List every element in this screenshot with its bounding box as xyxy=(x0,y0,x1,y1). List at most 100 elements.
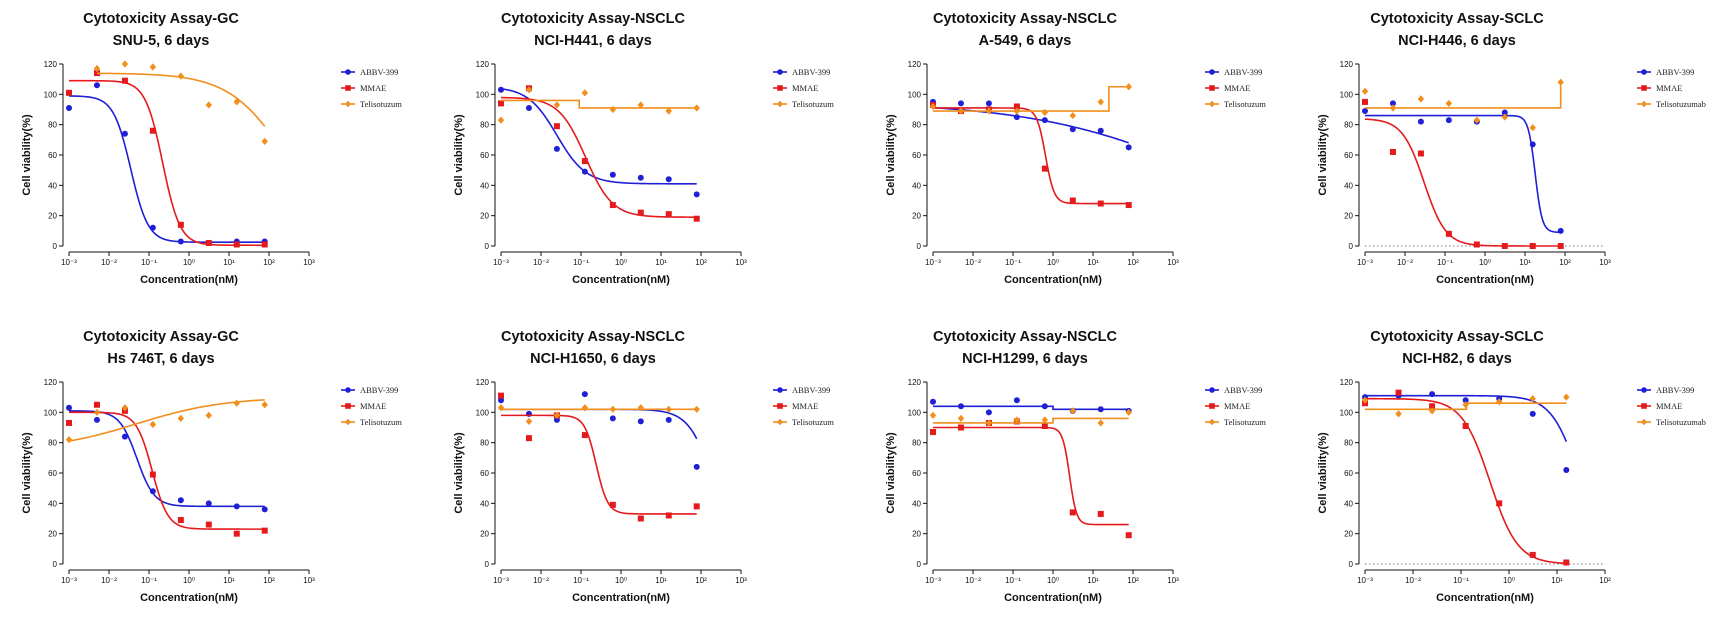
y-axis-label: Cell viability(%) xyxy=(885,432,897,514)
data-point-telisotuzum xyxy=(525,86,533,94)
data-point-abbv-399 xyxy=(665,416,672,423)
x-tick-label: 10⁻² xyxy=(101,576,117,585)
data-point-mmae xyxy=(177,221,184,228)
x-tick-label: 10⁰ xyxy=(1503,576,1515,585)
fit-curve-abbv-399 xyxy=(500,87,697,185)
y-tick-label: 0 xyxy=(53,242,58,251)
y-tick-label: 0 xyxy=(1349,242,1354,251)
data-point-telisotuzum xyxy=(665,107,672,115)
data-point-abbv-399 xyxy=(205,500,212,507)
fit-curve-telisotuzum xyxy=(933,85,1129,112)
data-point-telisotuzum xyxy=(149,63,157,71)
fit-curve-mmae xyxy=(933,107,1129,205)
data-point-telisotuzum xyxy=(609,105,617,114)
data-point-mmae xyxy=(930,429,936,436)
y-tick-label: 20 xyxy=(912,212,921,221)
y-tick-label: 0 xyxy=(1349,560,1354,569)
legend-label: MMAE xyxy=(1224,83,1250,93)
y-tick-label: 100 xyxy=(908,90,922,99)
data-point-mmae xyxy=(261,527,268,534)
data-point-telisotuzumab xyxy=(1501,113,1508,121)
data-point-telisotuzumab xyxy=(1389,104,1397,112)
chart-svg: 0 20 40 60 80 100 120 10⁻³ 10⁻² 10⁻¹ 10⁰ 10¹ 10² Conc… xyxy=(1317,378,1706,604)
chart-subtitle: NCI-H441, 6 days xyxy=(534,33,652,49)
fit-curve-mmae xyxy=(933,426,1129,526)
y-tick-label: 40 xyxy=(480,499,489,508)
data-point-mmae xyxy=(609,501,616,508)
fit-curve-abbv-399 xyxy=(932,106,1129,144)
data-point-mmae xyxy=(498,392,504,399)
chart-panel-7: Cytotoxicity Assay-NSCLC NCI-H1299, 6 day… xyxy=(870,318,1302,636)
chart-subtitle: A-549, 6 days xyxy=(978,33,1072,49)
x-tick-label: 10² xyxy=(1599,576,1611,585)
chart-title: Cytotoxicity Assay-GC xyxy=(83,329,239,345)
data-point-telisotuzum xyxy=(149,420,157,429)
data-point-abbv-399 xyxy=(985,100,992,107)
x-tick-label: 10² xyxy=(695,576,707,585)
chart-panel-2: Cytotoxicity Assay-NSCLC NCI-H441, 6 days… xyxy=(438,0,870,318)
data-point-abbv-399 xyxy=(1462,397,1469,404)
x-tick-label: 10¹ xyxy=(1087,576,1099,585)
x-tick-label: 10⁰ xyxy=(615,576,627,585)
x-tick-label: 10⁻² xyxy=(1397,258,1413,267)
x-tick-label: 10² xyxy=(263,576,275,585)
y-axis-label: Cell viability(%) xyxy=(453,114,465,196)
data-point-telisotuzum xyxy=(929,411,937,419)
data-point-abbv-399 xyxy=(693,463,700,470)
x-tick-label: 10¹ xyxy=(655,576,667,585)
fit-curve-mmae xyxy=(69,411,265,530)
data-point-telisotuzum xyxy=(957,414,965,422)
y-tick-label: 40 xyxy=(48,499,57,508)
legend-marker xyxy=(1641,85,1647,91)
legend-marker xyxy=(1641,418,1647,426)
data-point-abbv-399 xyxy=(1557,227,1564,234)
data-point-mmae xyxy=(498,100,504,107)
data-point-telisotuzumab xyxy=(1563,393,1570,401)
chart-svg: 0 20 40 60 80 100 120 10⁻³ 10⁻² 10⁻¹ 10⁰ 10¹ 10² 10³ C… xyxy=(1317,60,1706,286)
y-tick-label: 40 xyxy=(480,181,489,190)
x-tick-label: 10⁻² xyxy=(1405,576,1421,585)
data-point-telisotuzum xyxy=(1097,419,1104,427)
y-tick-label: 60 xyxy=(48,469,57,478)
data-point-mmae xyxy=(581,158,588,165)
y-tick-label: 40 xyxy=(1344,499,1353,508)
data-point-mmae xyxy=(1069,197,1076,204)
y-tick-label: 80 xyxy=(1344,439,1353,448)
x-tick-label: 10¹ xyxy=(1087,258,1099,267)
y-tick-label: 100 xyxy=(1340,90,1354,99)
y-tick-label: 120 xyxy=(1340,60,1354,69)
data-point-telisotuzumab xyxy=(1462,401,1469,409)
y-tick-label: 20 xyxy=(480,212,489,221)
data-point-telisotuzum xyxy=(121,60,129,68)
y-tick-label: 100 xyxy=(44,408,58,417)
data-point-mmae xyxy=(1529,243,1536,249)
data-point-telisotuzum xyxy=(581,89,589,97)
data-point-telisotuzum xyxy=(665,405,672,413)
data-point-abbv-399 xyxy=(66,404,72,411)
x-tick-label: 10³ xyxy=(735,258,747,267)
y-tick-label: 20 xyxy=(1344,530,1353,539)
fit-curve-abbv-399 xyxy=(68,95,265,244)
data-point-telisotuzum xyxy=(497,116,505,124)
legend-label: ABBV-399 xyxy=(1224,385,1262,395)
y-tick-label: 120 xyxy=(908,378,922,387)
legend-marker xyxy=(1641,403,1647,409)
data-point-mmae xyxy=(1097,200,1104,207)
legend-marker xyxy=(1209,69,1215,75)
x-tick-label: 10³ xyxy=(1167,258,1179,267)
data-point-telisotuzum xyxy=(1013,416,1021,424)
data-point-abbv-399 xyxy=(1529,410,1536,417)
chart-svg: 0 20 40 60 80 100 120 10⁻³ 10⁻² 10⁻¹ 10⁰ 10¹ 10² 10³ C… xyxy=(21,60,402,286)
y-tick-label: 100 xyxy=(476,408,490,417)
y-tick-label: 60 xyxy=(1344,151,1353,160)
data-point-mmae xyxy=(1041,422,1048,429)
x-tick-label: 10² xyxy=(695,258,707,267)
data-point-mmae xyxy=(66,89,72,96)
legend-label: Telisotuzumab xyxy=(1656,99,1706,109)
x-tick-label: 10² xyxy=(1559,258,1571,267)
data-point-abbv-399 xyxy=(1445,117,1452,124)
data-point-abbv-399 xyxy=(609,415,616,422)
data-point-abbv-399 xyxy=(121,130,128,137)
data-point-abbv-399 xyxy=(1563,466,1570,473)
legend-marker xyxy=(345,69,351,75)
